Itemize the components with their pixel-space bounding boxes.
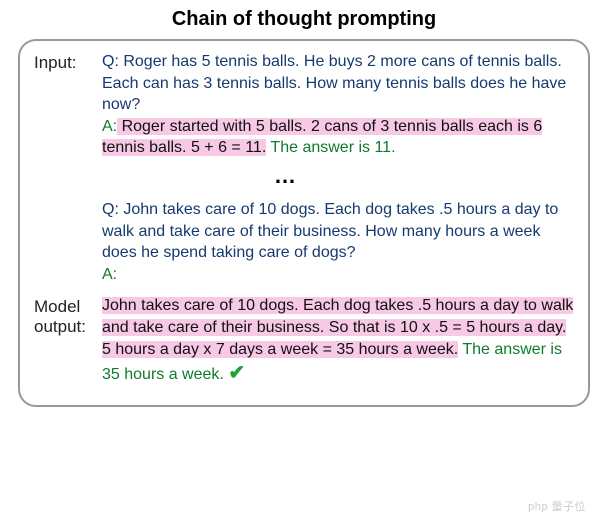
example1-question: Roger has 5 tennis balls. He buys 2 more…: [102, 53, 566, 113]
watermark-text: php 量子位: [528, 498, 586, 514]
input-content: Q: Roger has 5 tennis balls. He buys 2 m…: [102, 51, 574, 159]
figure-title: Chain of thought prompting: [18, 8, 590, 31]
query-content: Q: John takes care of 10 dogs. Each dog …: [102, 199, 574, 285]
input-label: Input:: [34, 51, 102, 73]
input-section: Input: Q: Roger has 5 tennis balls. He b…: [34, 51, 574, 159]
example1-a-prefix: A:: [102, 118, 117, 135]
query-question: John takes care of 10 dogs. Each dog tak…: [102, 201, 558, 261]
output-section: Model output: John takes care of 10 dogs…: [34, 295, 574, 387]
query-section: Q: John takes care of 10 dogs. Each dog …: [34, 199, 574, 285]
query-a-prefix: A:: [102, 266, 117, 283]
output-content: John takes care of 10 dogs. Each dog tak…: [102, 295, 574, 387]
checkmark-icon: ✔: [228, 362, 245, 384]
example1-q-prefix: Q:: [102, 53, 119, 70]
figure-panel: Input: Q: Roger has 5 tennis balls. He b…: [18, 39, 590, 407]
example1-answer: The answer is 11.: [266, 139, 395, 156]
output-label: Model output:: [34, 295, 102, 337]
ellipsis: …: [274, 163, 574, 189]
query-spacer: [34, 199, 102, 201]
query-q-prefix: Q:: [102, 201, 119, 218]
